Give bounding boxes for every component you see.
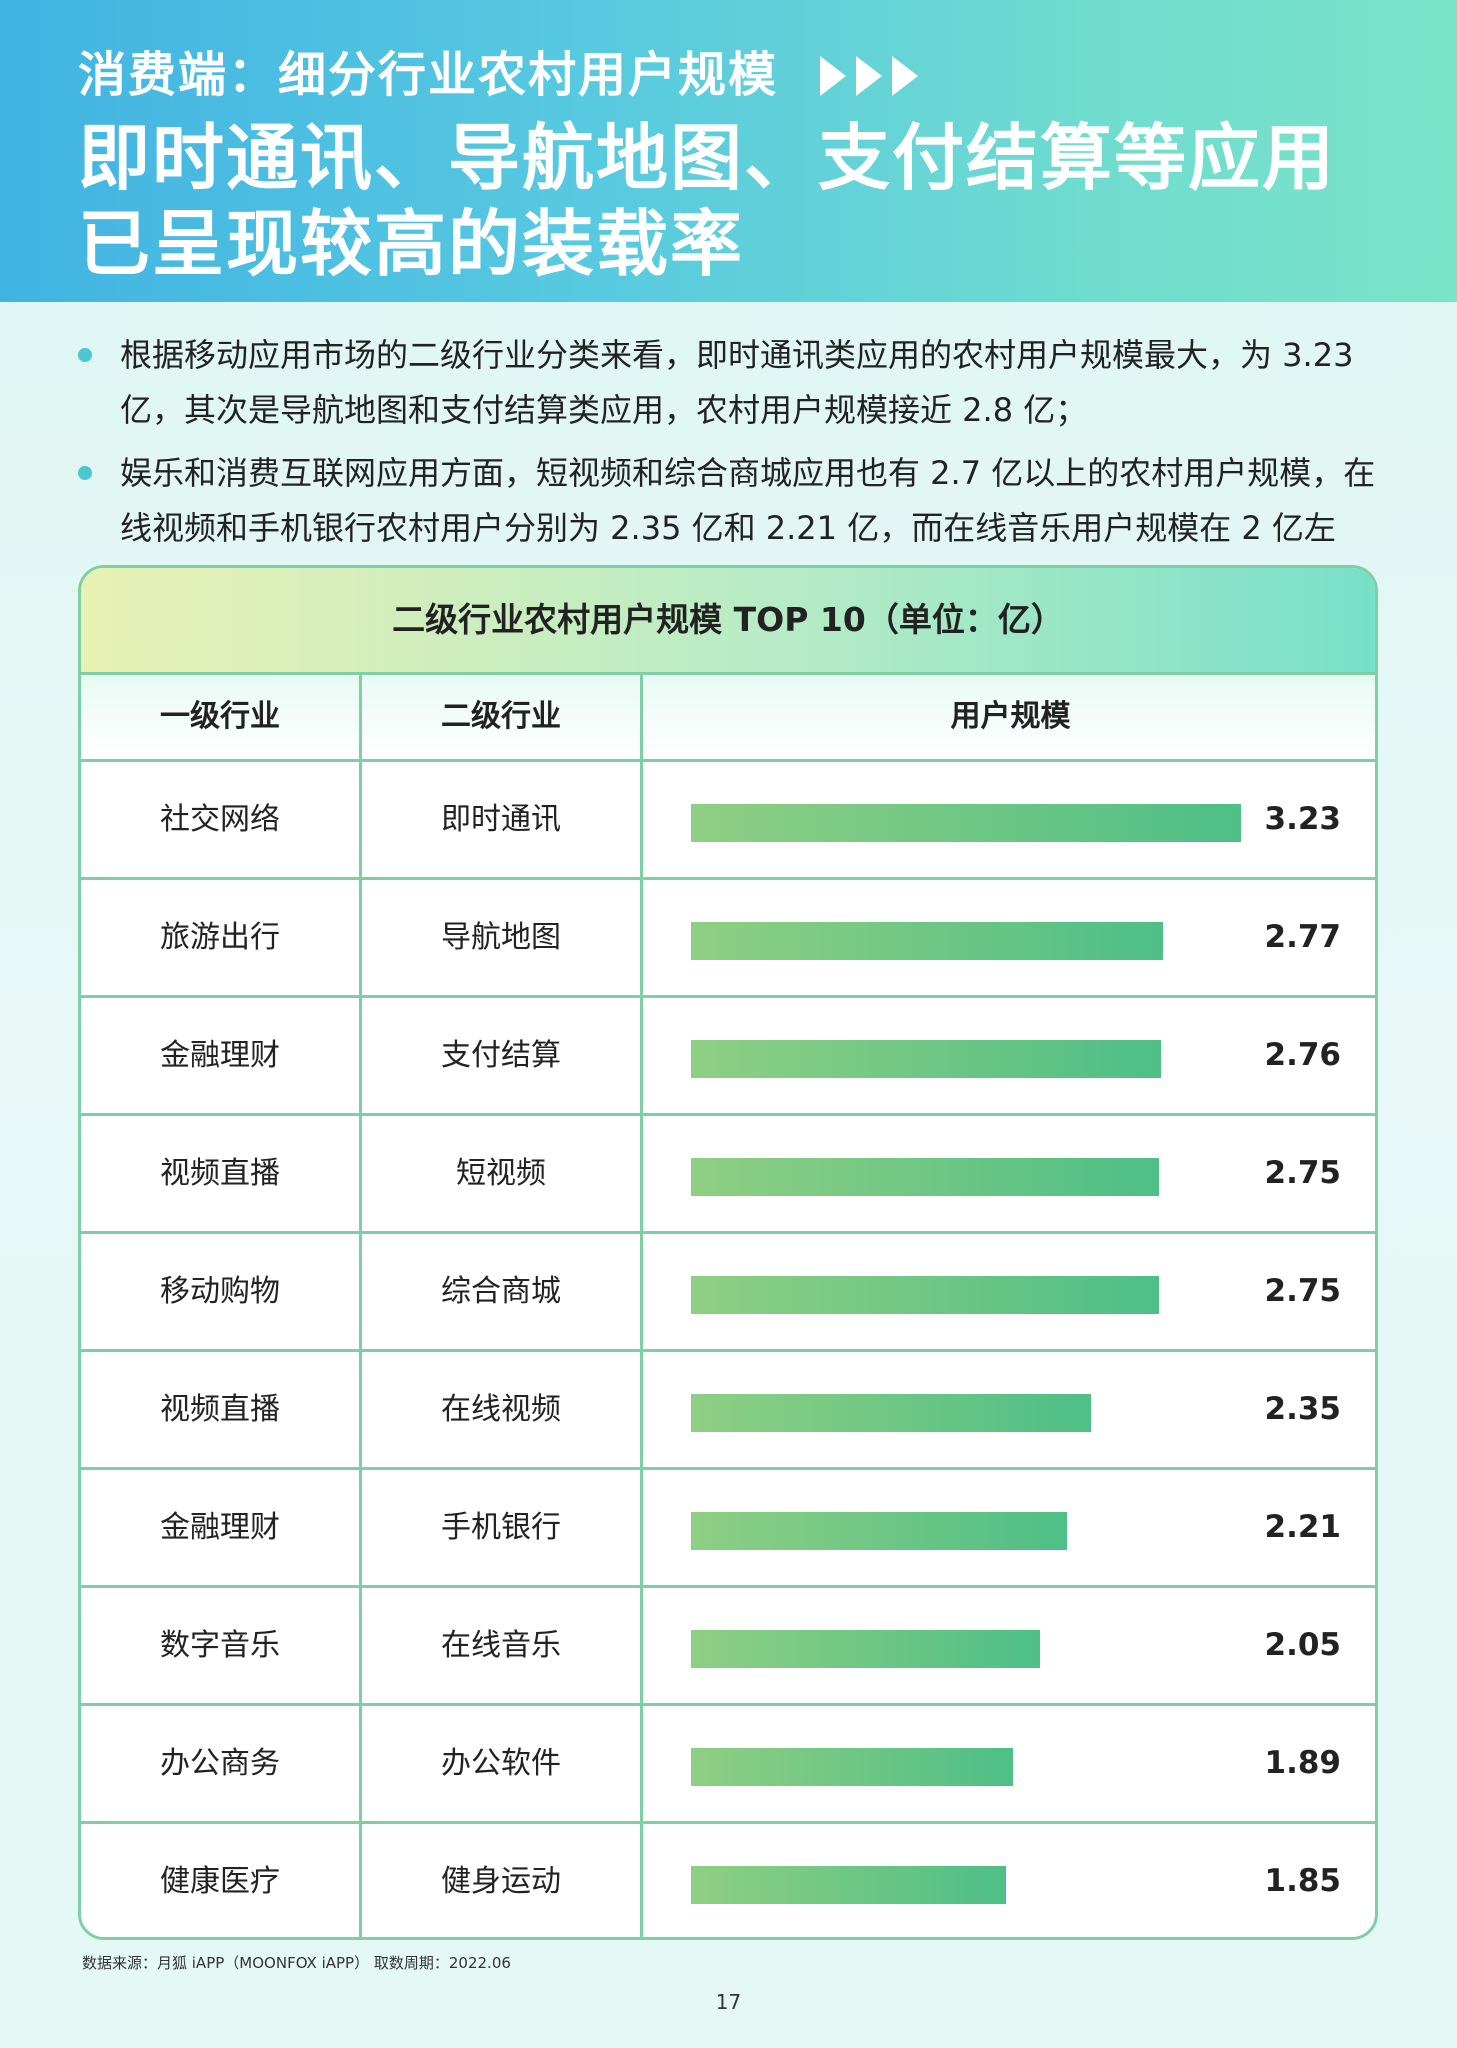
table-row: 视频直播 短视频 2.75 — [81, 1116, 1375, 1234]
secondary-industry-cell: 导航地图 — [441, 920, 561, 955]
secondary-industry-cell: 短视频 — [456, 1156, 546, 1191]
primary-industry-cell: 旅游出行 — [160, 920, 280, 955]
bullet-list: 根据移动应用市场的二级行业分类来看，即时通讯类应用的农村用户规模最大，为 3.2… — [78, 328, 1378, 619]
table-row: 数字音乐 在线音乐 2.05 — [81, 1588, 1375, 1706]
column-header-users: 用户规模 — [950, 699, 1071, 734]
user-scale-value: 2.21 — [1264, 1509, 1342, 1545]
user-scale-value: 2.77 — [1264, 919, 1342, 955]
bullet-text: 娱乐和消费互联网应用方面，短视频和综合商城应用也有 2.7 亿以上的农村用户规模… — [120, 454, 1376, 602]
primary-industry-cell: 金融理财 — [160, 1510, 280, 1545]
table-row: 办公商务 办公软件 1.89 — [81, 1706, 1375, 1824]
primary-industry-cell: 健康医疗 — [160, 1864, 280, 1899]
primary-industry-cell: 金融理财 — [160, 1038, 280, 1073]
table-row: 金融理财 手机银行 2.21 — [81, 1470, 1375, 1588]
secondary-industry-cell: 手机银行 — [441, 1510, 561, 1545]
primary-industry-cell: 办公商务 — [160, 1746, 280, 1781]
bullet-item: 娱乐和消费互联网应用方面，短视频和综合商城应用也有 2.7 亿以上的农村用户规模… — [78, 446, 1378, 611]
user-scale-bar — [691, 1866, 1006, 1904]
arrow-right-icon — [820, 56, 846, 96]
user-scale-value: 1.85 — [1264, 1863, 1342, 1899]
primary-industry-cell: 视频直播 — [160, 1392, 280, 1427]
user-scale-value: 2.05 — [1264, 1627, 1342, 1663]
user-scale-bar — [691, 1158, 1159, 1196]
table-row: 社交网络 即时通讯 3.23 — [81, 762, 1375, 880]
arrow-right-icon — [892, 56, 918, 96]
primary-industry-cell: 数字音乐 — [160, 1628, 280, 1663]
bullet-item: 根据移动应用市场的二级行业分类来看，即时通讯类应用的农村用户规模最大，为 3.2… — [78, 328, 1378, 438]
bullet-dot-icon — [78, 466, 92, 480]
data-source-note: 数据来源：月狐 iAPP（MOONFOX iAPP） 取数周期：2022.06 — [82, 1954, 511, 1972]
user-scale-value: 3.23 — [1264, 801, 1342, 837]
user-scale-bar — [691, 1512, 1067, 1550]
page-headline-line1: 即时通讯、导航地图、支付结算等应用 — [78, 116, 1337, 200]
table-row: 移动购物 综合商城 2.75 — [81, 1234, 1375, 1352]
primary-industry-cell: 社交网络 — [160, 802, 280, 837]
arrow-right-icon — [856, 56, 882, 96]
user-scale-value: 2.75 — [1264, 1155, 1342, 1191]
secondary-industry-cell: 在线视频 — [441, 1392, 561, 1427]
user-scale-bar — [691, 1394, 1091, 1432]
table-row: 视频直播 在线视频 2.35 — [81, 1352, 1375, 1470]
user-scale-value: 2.76 — [1264, 1037, 1342, 1073]
bullet-text: 根据移动应用市场的二级行业分类来看，即时通讯类应用的农村用户规模最大，为 3.2… — [120, 336, 1354, 429]
page-headline-line2: 已呈现较高的装载率 — [78, 202, 745, 286]
user-scale-bar — [691, 804, 1241, 842]
column-header-primary: 一级行业 — [160, 699, 280, 734]
table-body: 社交网络 即时通讯 3.23 旅游出行 导航地图 2.77 金融理财 支付结算 2.76 视频直播… — [81, 762, 1375, 1937]
table-title: 二级行业农村用户规模 TOP 10（单位：亿） — [81, 568, 1375, 672]
secondary-industry-cell: 在线音乐 — [441, 1628, 561, 1663]
ranking-table-card: 二级行业农村用户规模 TOP 10（单位：亿） 一级行业 二级行业 用户规模 社… — [78, 565, 1378, 1940]
primary-industry-cell: 移动购物 — [160, 1274, 280, 1309]
header-banner: 消费端：细分行业农村用户规模 即时通讯、导航地图、支付结算等应用 已呈现较高的装… — [0, 0, 1457, 302]
user-scale-bar — [691, 1040, 1161, 1078]
page-number: 17 — [715, 1990, 742, 2014]
bullet-dot-icon — [78, 348, 92, 362]
table-header: 一级行业 二级行业 用户规模 — [81, 672, 1375, 762]
secondary-industry-cell: 综合商城 — [441, 1274, 561, 1309]
user-scale-bar — [691, 1748, 1013, 1786]
table-row: 金融理财 支付结算 2.76 — [81, 998, 1375, 1116]
user-scale-value: 1.89 — [1264, 1745, 1342, 1781]
user-scale-bar — [691, 922, 1163, 960]
section-kicker: 消费端：细分行业农村用户规模 — [78, 47, 779, 103]
user-scale-bar — [691, 1630, 1040, 1668]
primary-industry-cell: 视频直播 — [160, 1156, 280, 1191]
column-divider — [359, 672, 362, 1937]
secondary-industry-cell: 即时通讯 — [441, 802, 561, 837]
table-row: 旅游出行 导航地图 2.77 — [81, 880, 1375, 998]
arrows-decoration — [820, 56, 930, 100]
user-scale-value: 2.75 — [1264, 1273, 1342, 1309]
secondary-industry-cell: 办公软件 — [441, 1746, 561, 1781]
table-row: 健康医疗 健身运动 1.85 — [81, 1824, 1375, 1937]
secondary-industry-cell: 支付结算 — [441, 1038, 561, 1073]
user-scale-value: 2.35 — [1264, 1391, 1342, 1427]
user-scale-bar — [691, 1276, 1159, 1314]
secondary-industry-cell: 健身运动 — [441, 1864, 561, 1899]
column-header-secondary: 二级行业 — [441, 699, 561, 734]
column-divider — [640, 672, 643, 1937]
